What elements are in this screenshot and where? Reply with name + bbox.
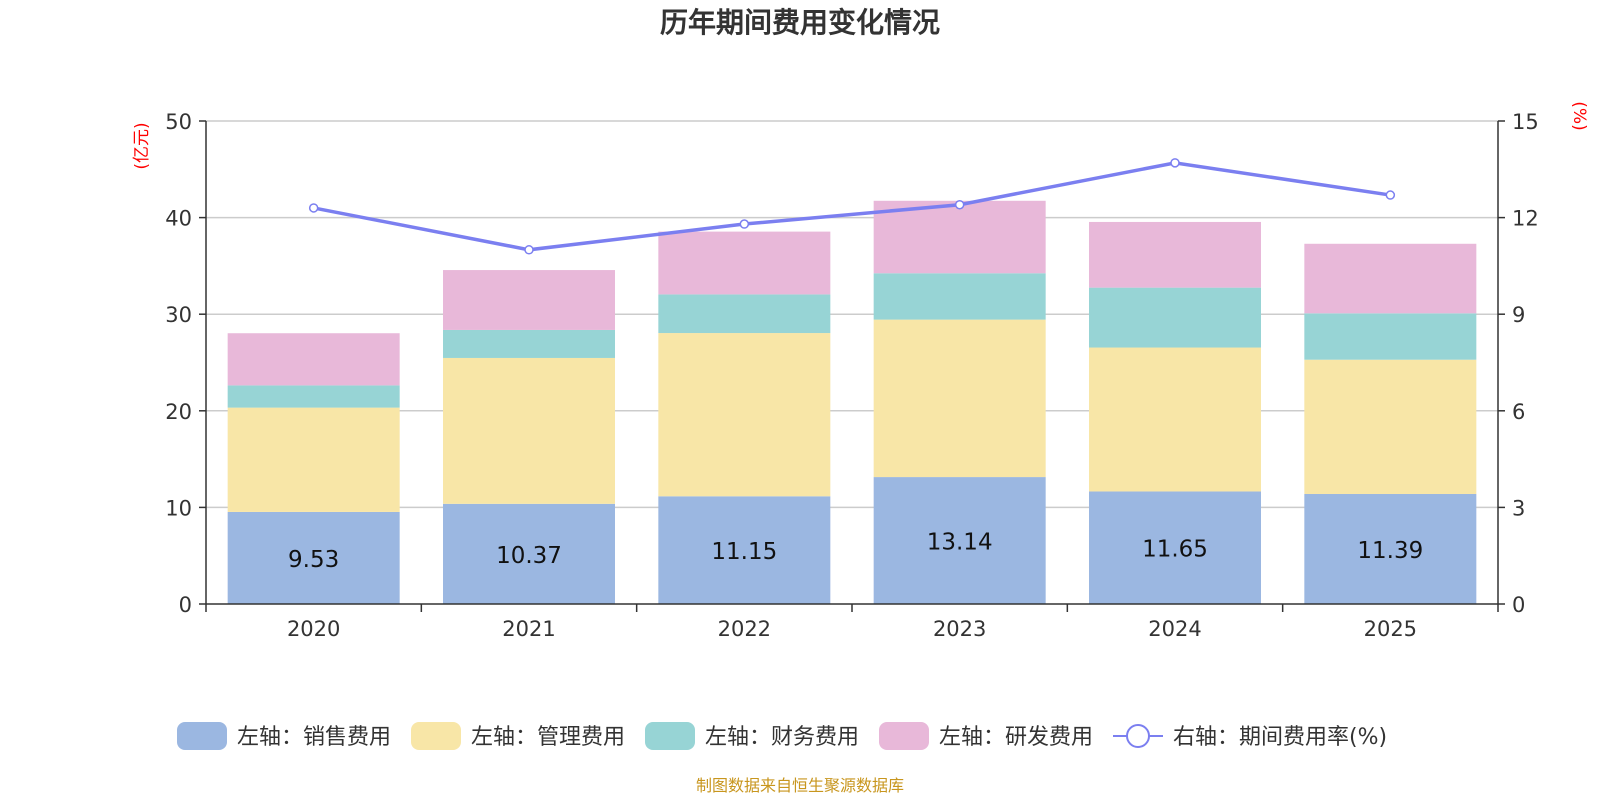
bar-segment xyxy=(443,270,615,330)
right-axis-tick-label: 3 xyxy=(1512,496,1525,520)
bar-segment xyxy=(658,496,831,604)
legend-label: 左轴：销售费用 xyxy=(237,725,391,750)
left-axis-tick-label: 30 xyxy=(165,303,192,327)
x-axis-label: 2023 xyxy=(933,617,986,641)
right-axis-unit: (%) xyxy=(1569,101,1589,130)
chart-title: 历年期间费用变化情况 xyxy=(660,6,940,39)
axes: 0 10 20 30 40 50 0 3 6 9 12 15 2020 2021 2022 2023 2024 2… xyxy=(165,110,1538,641)
bar-segment xyxy=(1304,493,1477,604)
bar-segment xyxy=(1304,313,1477,360)
left-axis-tick-label: 0 xyxy=(179,593,192,617)
bar-segment xyxy=(227,333,400,386)
legend-swatch xyxy=(645,722,695,750)
data-source-note: 制图数据来自恒生聚源数据库 xyxy=(696,776,904,795)
line-point xyxy=(739,219,750,229)
left-axis-tick-label: 40 xyxy=(165,207,192,231)
bar-segment xyxy=(227,385,400,408)
legend-item[interactable]: 右轴：期间费用率(%) xyxy=(1113,724,1387,750)
expense-rate-line-layer xyxy=(308,158,1396,255)
bar-segment xyxy=(443,329,615,358)
x-axis-label: 2020 xyxy=(287,617,340,641)
legend-item[interactable]: 左轴：销售费用 xyxy=(177,722,391,750)
x-axis-label: 2022 xyxy=(718,617,771,641)
legend-label: 左轴：管理费用 xyxy=(471,725,625,750)
right-axis-tick-label: 6 xyxy=(1512,400,1525,424)
bar-segment xyxy=(658,231,831,295)
legend-marker-symbol xyxy=(1126,724,1150,748)
line-point xyxy=(1170,158,1180,168)
legend-item[interactable]: 左轴：财务费用 xyxy=(645,722,859,750)
expense-rate-line xyxy=(313,161,1391,252)
bars: 9.53 10.37 11.15 13.14 11.65 11.39 xyxy=(227,200,1477,604)
legend-swatch xyxy=(411,722,461,750)
line-point xyxy=(308,203,319,213)
bar-segment xyxy=(1089,347,1261,492)
bar-segment xyxy=(658,333,831,497)
bar-segment xyxy=(443,503,615,604)
bar-data-label: 9.53 xyxy=(288,547,339,573)
x-axis-label: 2021 xyxy=(502,617,555,641)
x-axis-label: 2025 xyxy=(1364,617,1417,641)
gridlines xyxy=(206,120,1498,509)
bar-data-label: 13.14 xyxy=(927,530,993,556)
legend: 左轴：销售费用 左轴：管理费用 左轴：财务费用 左轴：研发费用 右轴：期间费用率(%) xyxy=(177,722,1387,750)
right-axis-tick-label: 0 xyxy=(1512,593,1525,617)
legend-label: 左轴：财务费用 xyxy=(705,725,859,750)
line-point xyxy=(524,245,534,255)
right-axis-tick-label: 15 xyxy=(1512,110,1539,134)
bar-data-label: 11.15 xyxy=(711,539,777,565)
legend-swatch xyxy=(879,722,929,750)
bar-segment xyxy=(1304,359,1477,494)
line-point xyxy=(1385,190,1396,200)
bar-segment xyxy=(873,200,1046,274)
right-axis-tick-label: 9 xyxy=(1512,303,1525,327)
bar-segment xyxy=(1304,243,1477,314)
bar-segment xyxy=(443,357,615,504)
bar-segment xyxy=(873,273,1046,320)
bar-segment xyxy=(1089,287,1261,348)
bar-data-label: 11.39 xyxy=(1357,538,1423,564)
left-axis-tick-label: 10 xyxy=(165,496,192,520)
x-axis-label: 2024 xyxy=(1148,617,1201,641)
bar-segment xyxy=(227,407,400,512)
bar-segment xyxy=(658,294,831,334)
bar-segment xyxy=(1089,491,1261,604)
bar-segment xyxy=(227,511,400,604)
bar-segment xyxy=(873,319,1046,478)
left-axis-tick-label: 50 xyxy=(165,110,192,134)
right-axis-tick-label: 12 xyxy=(1512,207,1539,231)
legend-label: 左轴：研发费用 xyxy=(939,725,1093,750)
bar-data-label: 11.65 xyxy=(1142,537,1208,563)
legend-item[interactable]: 左轴：研发费用 xyxy=(879,722,1093,750)
line-point xyxy=(954,199,965,210)
left-axis-tick-label: 20 xyxy=(165,400,192,424)
bar-segment xyxy=(1089,221,1261,288)
legend-swatch xyxy=(177,722,227,750)
legend-item[interactable]: 左轴：管理费用 xyxy=(411,722,625,750)
bar-data-label: 10.37 xyxy=(496,543,562,569)
left-axis-unit: (亿元) xyxy=(132,122,152,169)
bar-segment xyxy=(873,477,1046,604)
legend-label: 右轴：期间费用率(%) xyxy=(1173,725,1387,750)
